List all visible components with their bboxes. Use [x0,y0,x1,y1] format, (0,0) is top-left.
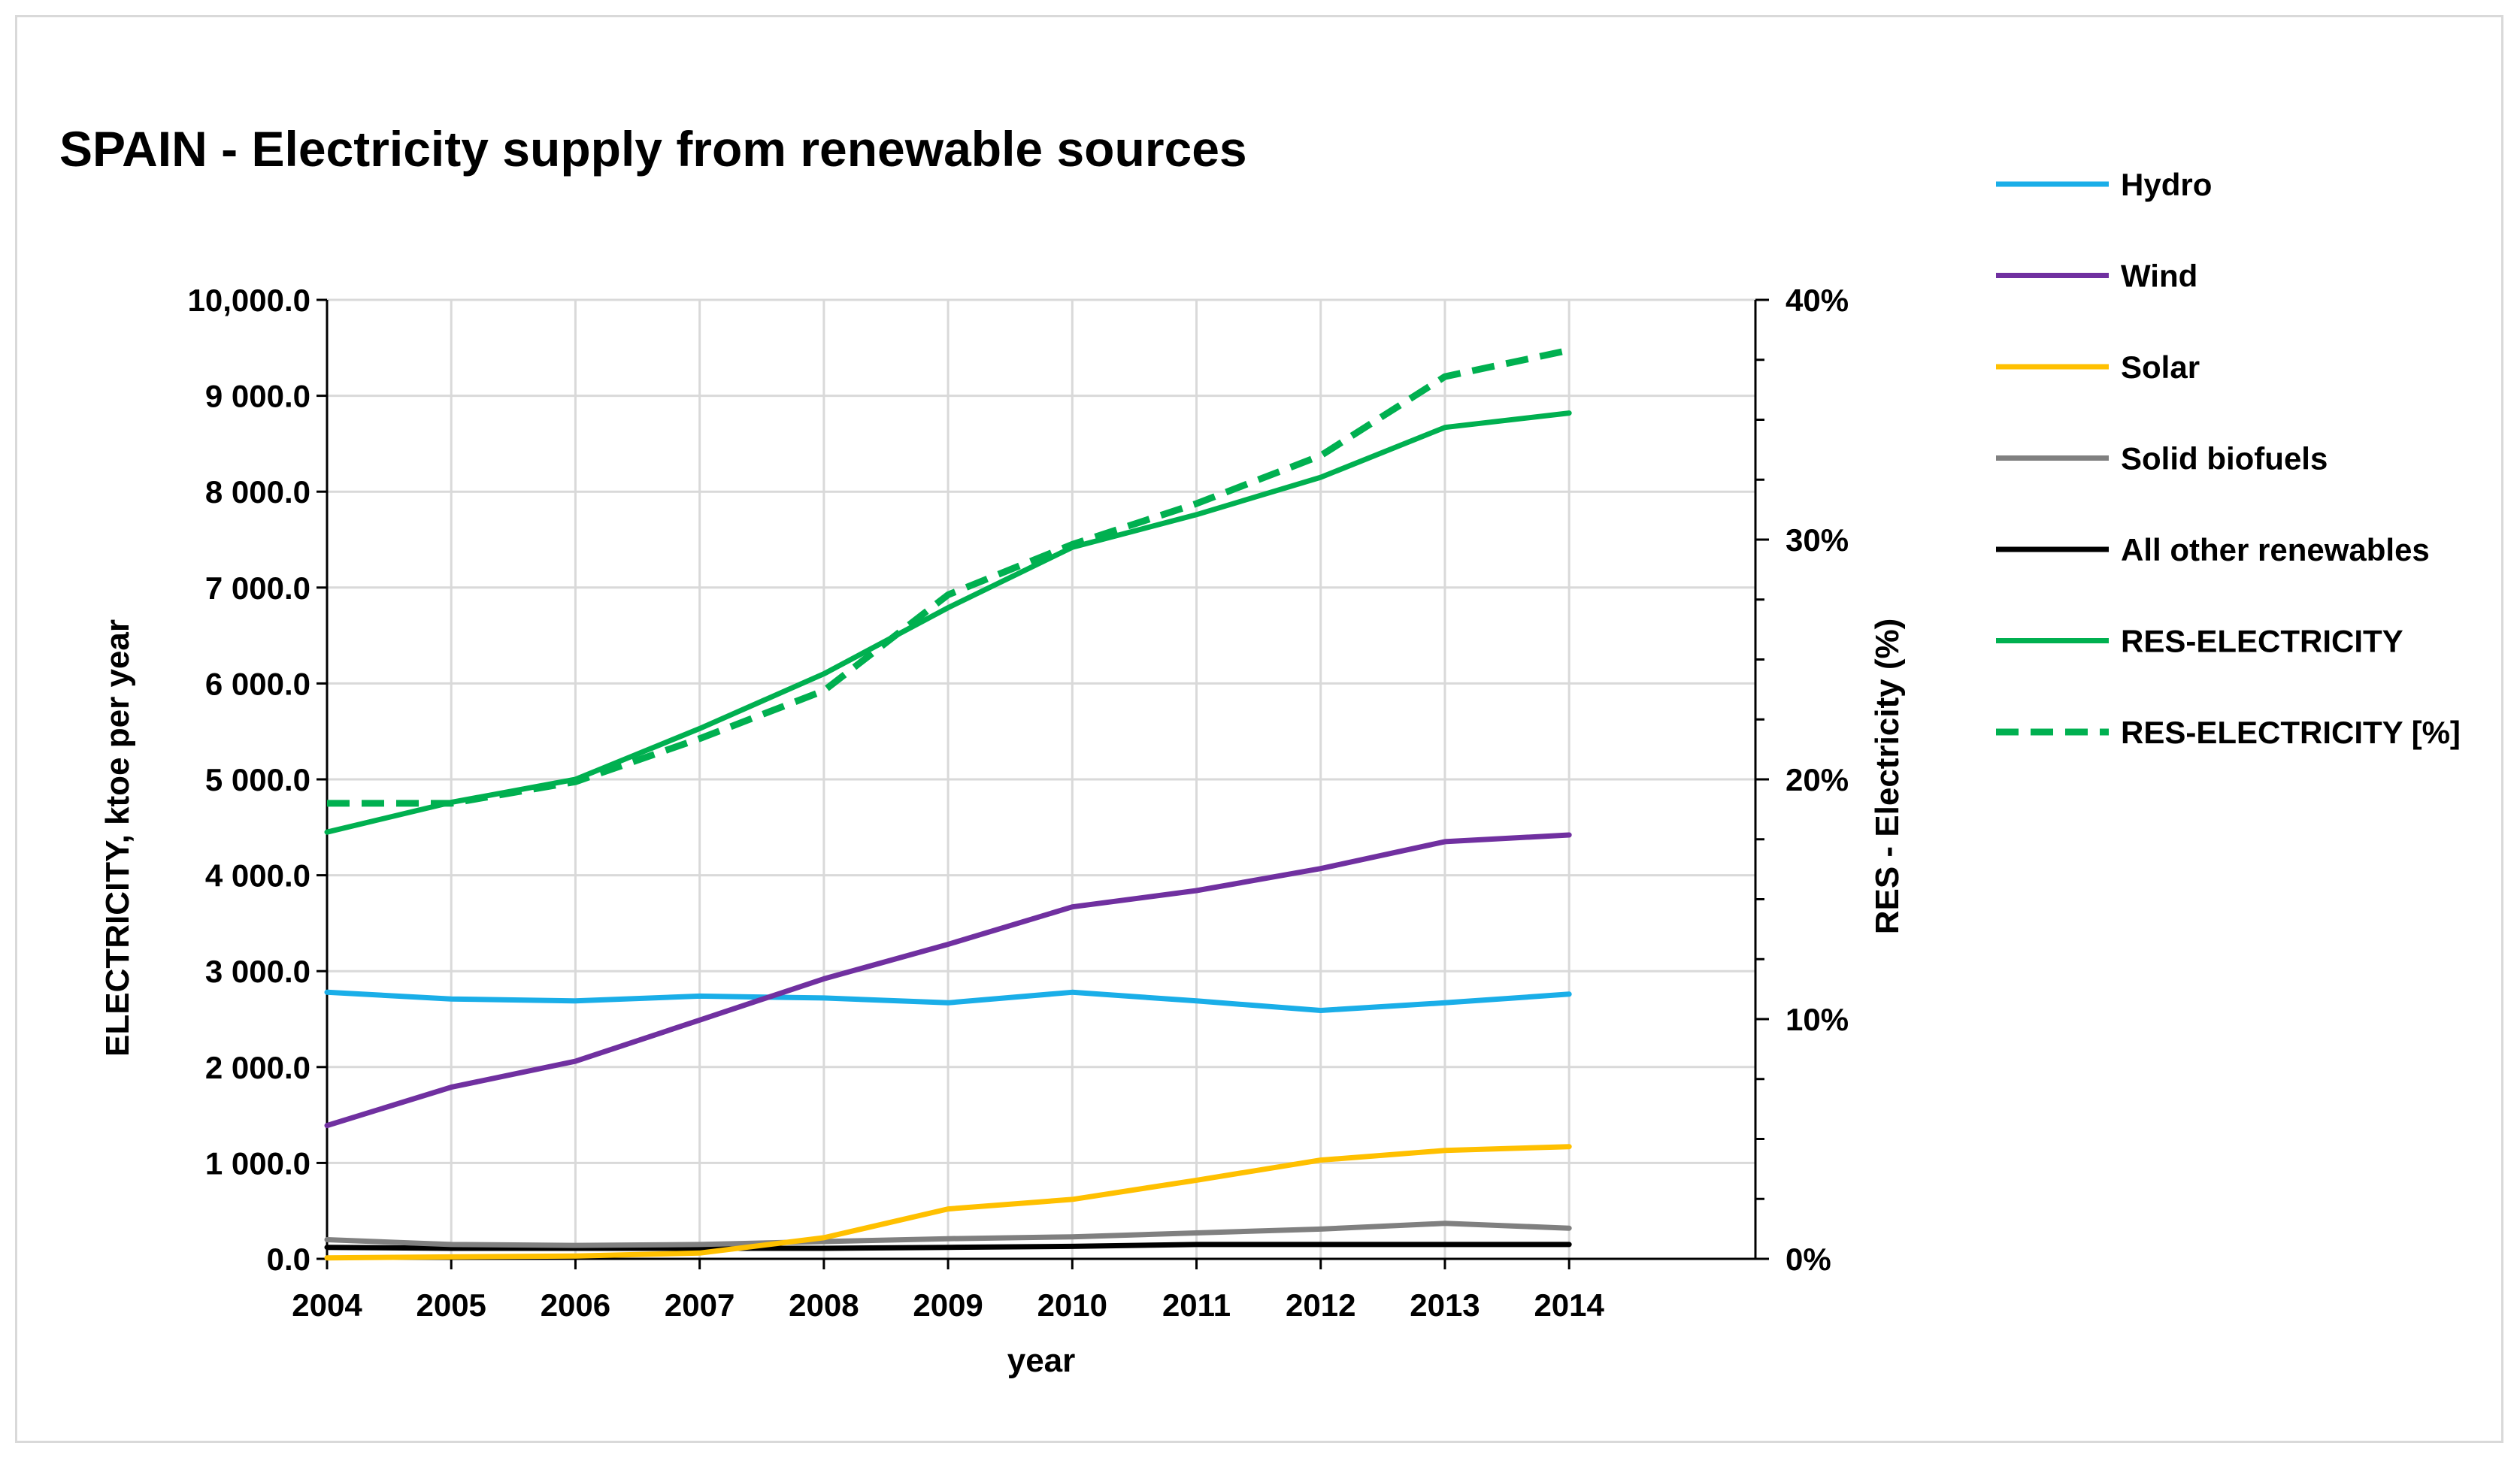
y-tick-label: 0.0 [267,1242,310,1277]
legend-label: Solar [2121,349,2200,385]
series-line-hydro [324,989,1572,1013]
legend-label: Hydro [2121,167,2212,202]
grid-lines [326,298,1755,1260]
y-tick-label: 8 000.0 [205,474,310,510]
chart-title: SPAIN - Electricity supply from renewabl… [59,121,1247,177]
y-tick-label: 6 000.0 [205,666,310,701]
x-tick-label: 2009 [913,1287,983,1323]
legend-label: Solid biofuels [2121,441,2328,476]
series-line-solar [324,1144,1572,1261]
y-axis-ticks: 0.0 1 000.0 2 000.0 3 000.0 4 000.0 5 000.0 6 … [188,283,327,1277]
x-tick-label: 2010 [1037,1287,1107,1323]
x-tick-label: 2004 [292,1287,362,1323]
x-axis-label: year [1007,1342,1076,1379]
series-line-wind [324,832,1572,1129]
y-tick-label: 10,000.0 [188,283,311,318]
legend-label: RES-ELECTRICITY [%] [2121,715,2461,750]
y2-tick-label: 30% [1786,522,1849,558]
y2-tick-label: 0% [1786,1242,1831,1277]
series-line-solid-biofuels [324,1221,1572,1248]
chart-svg: SPAIN - Electricity supply from renewabl… [59,121,2461,1379]
x-tick-label: 2007 [665,1287,734,1323]
y2-tick-label: 10% [1786,1002,1849,1037]
y2-tick-label: 20% [1786,762,1849,797]
x-tick-label: 2006 [541,1287,610,1323]
x-tick-label: 2005 [416,1287,486,1323]
legend-label: Wind [2121,259,2197,294]
x-tick-label: 2014 [1534,1287,1604,1323]
y-tick-label: 2 000.0 [205,1050,310,1085]
y-tick-label: 1 000.0 [205,1145,310,1181]
series-lines [324,346,1572,1261]
y2-tick-label: 40% [1786,283,1849,318]
legend-label: RES-ELECTRICITY [2121,624,2403,659]
y2-axis-label: RES - Electricity (%) [1869,619,1906,935]
y-tick-label: 5 000.0 [205,762,310,797]
legend: Hydro Wind Solar Solid biofuels All other re… [1996,167,2461,750]
y-tick-label: 9 000.0 [205,379,310,414]
x-tick-label: 2012 [1286,1287,1355,1323]
y-axis-label: ELECTRICITY, ktoe per year [99,619,136,1057]
chart-frame: SPAIN - Electricity supply from renewabl… [15,15,2503,1443]
series-line-all-other-renewables [324,1242,1572,1251]
y2-axis-ticks: 0% 10% 20% 30% 40% [1755,283,1849,1277]
series-line-res-electricity [327,346,1570,807]
x-tick-label: 2008 [789,1287,859,1323]
x-tick-label: 2011 [1162,1287,1231,1323]
y-tick-label: 4 000.0 [205,858,310,894]
x-tick-label: 2013 [1410,1287,1480,1323]
legend-label: All other renewables [2121,532,2430,567]
y-tick-label: 3 000.0 [205,954,310,989]
x-axis-ticks: 2004 2005 2006 2007 2008 2009 2010 2011 2012 2013… [292,1259,1605,1323]
y-tick-label: 7 000.0 [205,570,310,606]
